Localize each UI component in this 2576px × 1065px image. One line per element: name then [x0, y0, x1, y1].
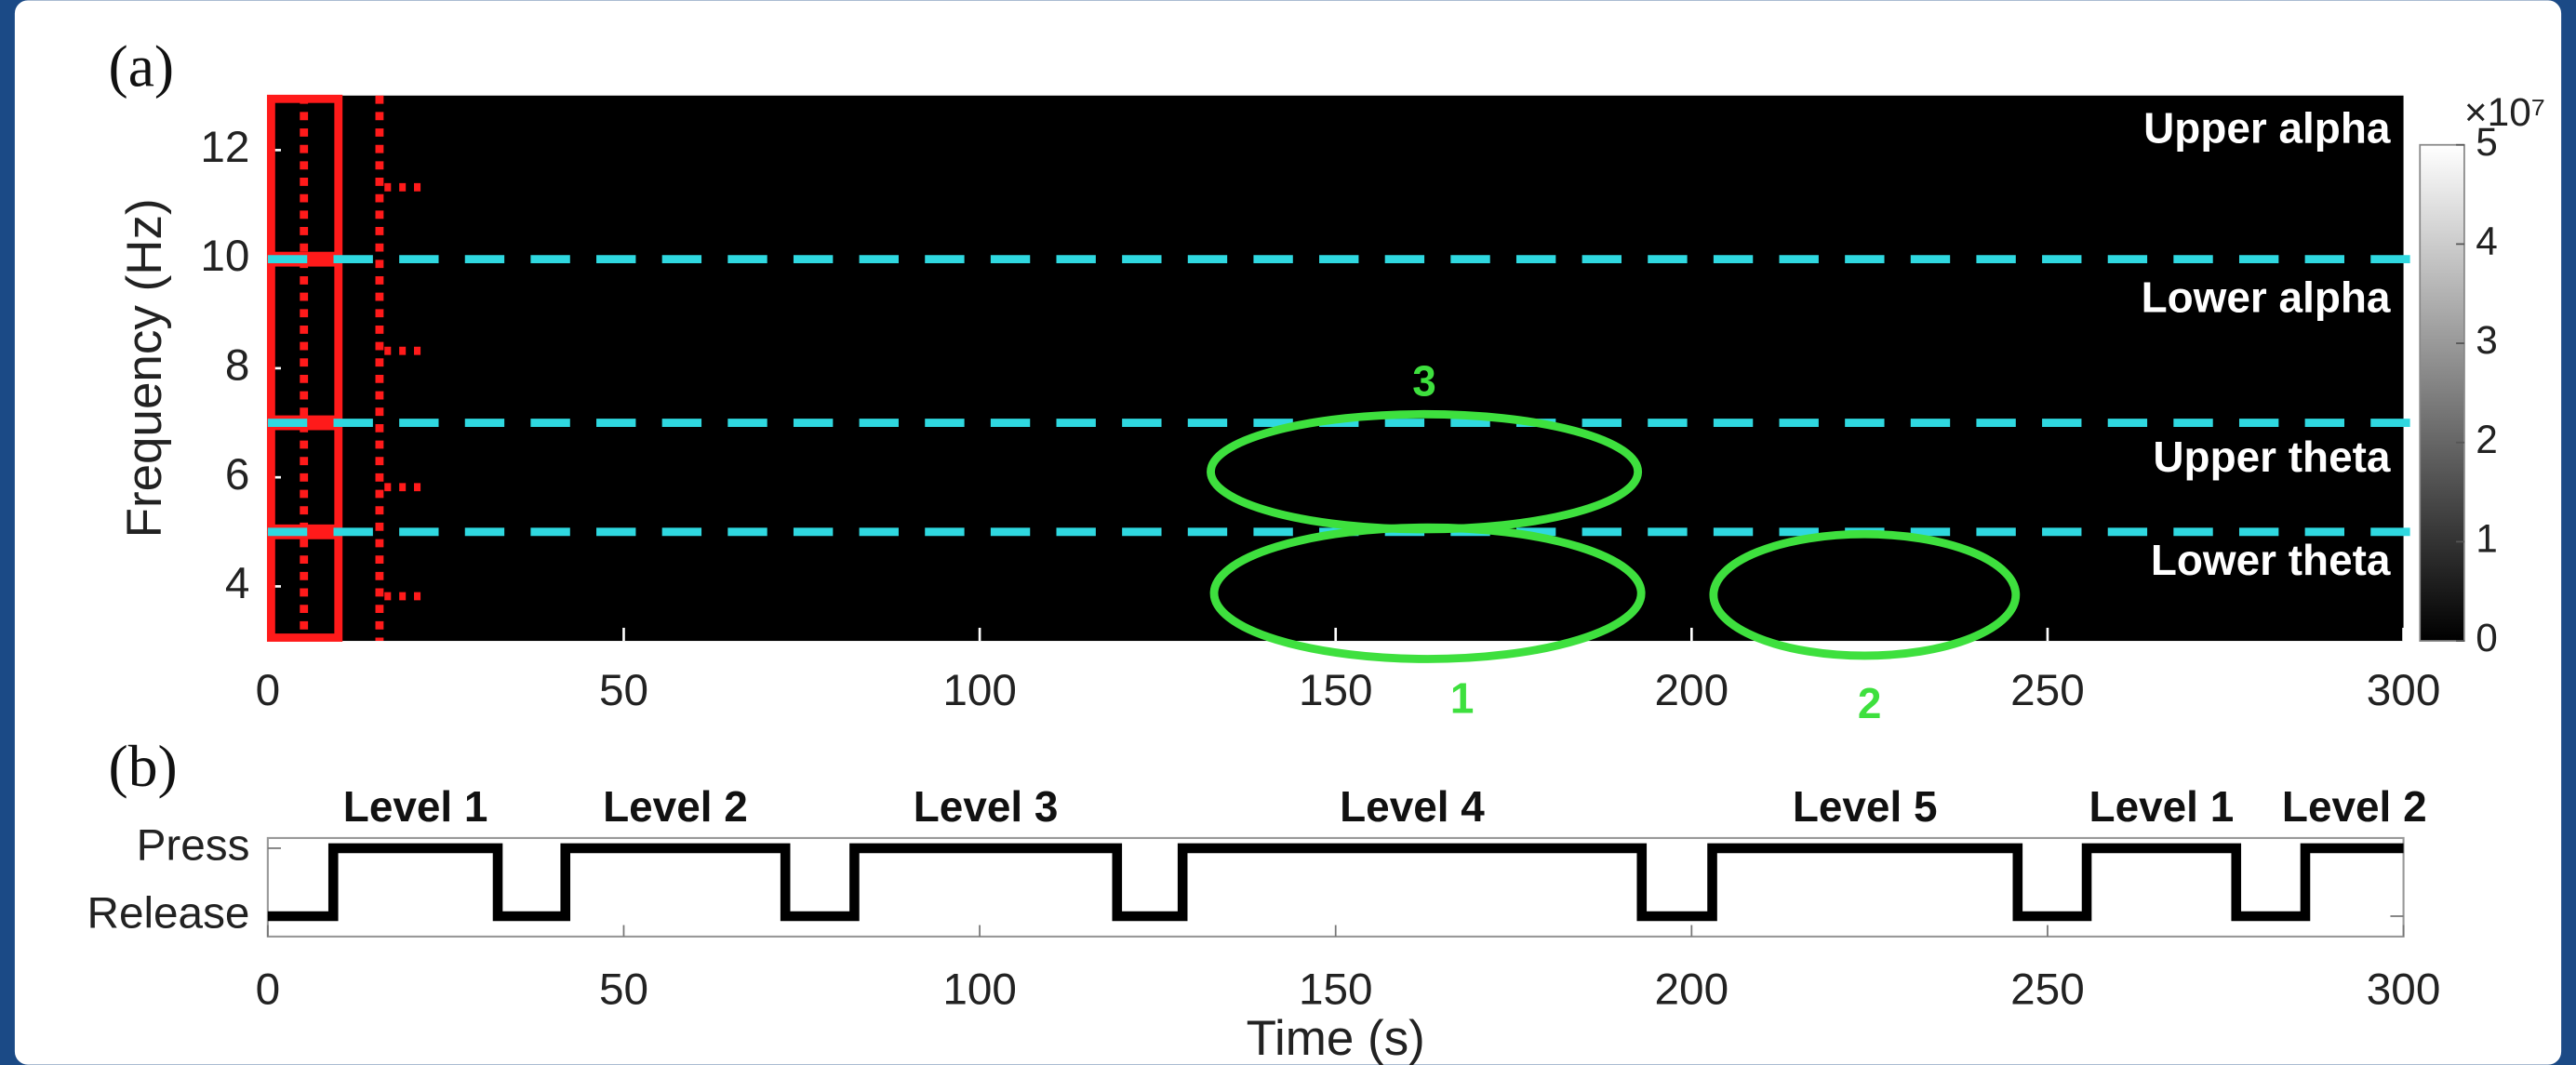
y-tick-label: 8 — [225, 340, 250, 390]
x-tick-label: 150 — [1299, 965, 1373, 1015]
x-tick-label: 300 — [2367, 666, 2441, 715]
y-tick-label: Press — [137, 821, 250, 871]
x-tick-label: 50 — [599, 965, 648, 1015]
annotation-label: 1 — [1450, 674, 1475, 723]
spectrogram — [268, 96, 2404, 641]
level-label: Level 4 — [1340, 782, 1485, 831]
band-label: Lower alpha — [2142, 273, 2391, 322]
level-label: Level 1 — [2089, 782, 2235, 831]
x-tick-label: 250 — [2010, 965, 2085, 1015]
level-label: Level 3 — [914, 782, 1059, 831]
y-tick-label: Release — [87, 889, 250, 939]
colorbar — [2420, 145, 2464, 641]
x-tick-label: 0 — [256, 666, 281, 715]
colorbar-tick-label: 4 — [2476, 220, 2498, 263]
colorbar-tick-label: 1 — [2476, 517, 2498, 561]
page: {"chart_data": [ {"type": "heatmap", "pa… — [0, 0, 2576, 1065]
y-tick-label: 4 — [225, 559, 250, 608]
x-tick-label: 100 — [942, 666, 1017, 715]
colorbar-label: ×10⁷ — [2464, 90, 2545, 134]
x-tick-label: 150 — [1299, 666, 1373, 715]
panel-label: (b) — [109, 733, 178, 799]
y-tick-label: 12 — [200, 123, 249, 172]
x-tick-label: 50 — [599, 666, 648, 715]
x-tick-label: 300 — [2367, 965, 2441, 1015]
x-tick-label: 0 — [256, 965, 281, 1015]
colorbar-tick-label: 2 — [2476, 418, 2498, 461]
annotation-label: 3 — [1412, 357, 1436, 406]
level-label: Level 2 — [2282, 782, 2427, 831]
band-label: Upper theta — [2153, 433, 2391, 481]
level-label: Level 5 — [1793, 782, 1938, 831]
colorbar-tick-label: 0 — [2476, 616, 2498, 659]
x-axis-label: Time (s) — [1247, 1011, 1425, 1065]
y-tick-label: 6 — [225, 450, 250, 499]
y-tick-label: 10 — [200, 232, 249, 281]
band-label: Upper alpha — [2143, 104, 2391, 153]
colorbar-tick-label: 3 — [2476, 318, 2498, 362]
level-label: Level 2 — [603, 782, 748, 831]
x-tick-label: 250 — [2010, 666, 2085, 715]
level-label: Level 1 — [343, 782, 488, 831]
figure: (a)Frequency (Hz)05010015020025030046810… — [0, 0, 2576, 1065]
x-tick-label: 200 — [1655, 965, 1729, 1015]
x-tick-label: 100 — [942, 965, 1017, 1015]
annotation-label: 2 — [1858, 679, 1882, 727]
x-tick-label: 200 — [1655, 666, 1729, 715]
y-axis-label: Frequency (Hz) — [117, 198, 172, 538]
band-label: Lower theta — [2151, 536, 2391, 584]
panel-label: (a) — [109, 33, 175, 100]
